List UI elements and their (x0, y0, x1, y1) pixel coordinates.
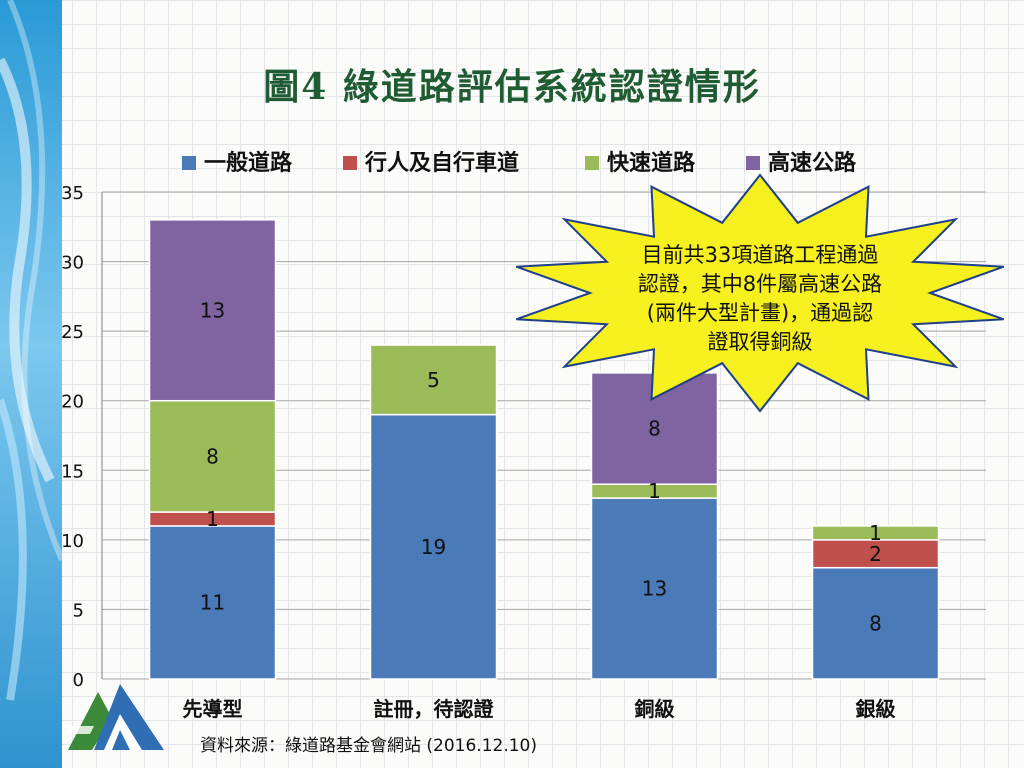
legend-label: 一般道路 (204, 150, 293, 176)
legend-swatch (343, 156, 357, 170)
legend-swatch (585, 156, 599, 170)
data-label: 8 (869, 611, 882, 635)
y-tick-label: 35 (61, 183, 84, 204)
bar-segment (590, 497, 719, 680)
y-tick-label: 15 (61, 461, 84, 482)
bar-segment (811, 539, 940, 569)
x-tick-label: 先導型 (183, 697, 243, 721)
bar-segment (148, 525, 277, 680)
legend-label: 高速公路 (768, 150, 857, 176)
y-tick-label: 10 (61, 531, 84, 552)
source-note: 資料來源：綠道路基金會網站 (2016.12.10) (200, 736, 538, 756)
data-label: 8 (206, 444, 219, 468)
y-tick-label: 5 (73, 600, 84, 621)
wave-decoration-icon (0, 0, 62, 701)
legend-label: 行人及自行車道 (364, 150, 519, 176)
bar-segment (148, 219, 277, 402)
data-label: 19 (421, 535, 446, 559)
callout-text: 認證，其中8件屬高速公路 (638, 272, 882, 296)
x-tick-label: 銅級 (635, 697, 675, 721)
green-road-logo-icon (66, 684, 164, 750)
page-title: 圖4 綠道路評估系統認證情形 (263, 66, 761, 108)
bar-segment (811, 566, 940, 680)
bar-segment (369, 344, 498, 416)
data-label: 11 (200, 590, 225, 614)
data-label: 1 (648, 479, 661, 503)
callout-text: (兩件大型計畫)，通過認 (647, 301, 873, 325)
callout-text: 目前共33項道路工程通過 (642, 243, 879, 267)
y-tick-label: 20 (61, 392, 84, 413)
legend-swatch (746, 156, 760, 170)
x-tick-label: 註冊，待認證 (374, 697, 495, 721)
x-tick-label: 銀級 (856, 697, 896, 721)
data-label: 13 (642, 577, 667, 601)
bar-segment (811, 525, 940, 541)
callout-text: 證取得銅級 (708, 330, 813, 354)
data-label: 8 (648, 417, 661, 441)
bars-layer (148, 219, 940, 680)
left-decoration-band (0, 0, 62, 768)
legend-label: 快速道路 (607, 150, 696, 176)
y-tick-label: 25 (61, 322, 84, 343)
y-tick-label: 0 (73, 670, 84, 691)
data-label: 2 (869, 542, 882, 566)
callout-shape (515, 173, 1005, 413)
legend-swatch (182, 156, 196, 170)
bar-segment (369, 413, 498, 680)
y-tick-label: 30 (61, 253, 84, 274)
data-label: 1 (869, 521, 882, 545)
legend: 一般道路 行人及自行車道 快速道路 高速公路 (182, 150, 857, 176)
data-label: 13 (200, 298, 225, 322)
bar-segment (148, 399, 277, 513)
data-label: 5 (427, 368, 440, 392)
data-label: 1 (206, 507, 219, 531)
